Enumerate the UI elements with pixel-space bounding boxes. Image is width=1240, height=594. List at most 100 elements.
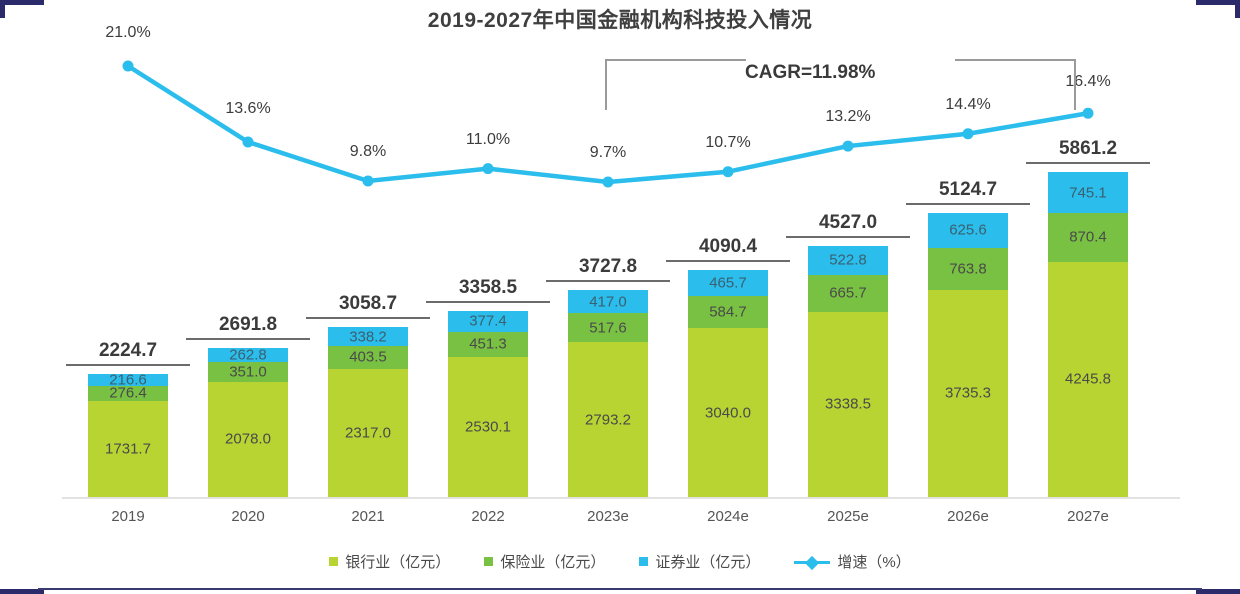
bar-2025e[interactable]: 4527.0 522.8 665.7 3338.5	[786, 212, 910, 497]
bar-segment-bank[interactable]: 2793.2	[568, 342, 648, 497]
bar-segment-ins[interactable]: 763.8	[928, 247, 1008, 290]
growth-label-2026e: 14.4%	[945, 95, 991, 113]
segment-value-label: 262.8	[229, 346, 267, 364]
bar-segment-sec[interactable]: 262.8	[208, 346, 288, 364]
growth-point-2019[interactable]	[122, 60, 134, 72]
bar-2027e[interactable]: 5861.2 745.1 870.4 4245.8	[1026, 138, 1150, 497]
growth-point-2021[interactable]	[362, 175, 374, 187]
bar-segment-bank[interactable]: 4245.8	[1048, 261, 1128, 497]
segment-value-label: 465.7	[709, 274, 747, 292]
segment-value-label: 2530.1	[465, 418, 511, 436]
bottom-rule	[38, 588, 1202, 590]
legend-item-3[interactable]: 增速（%）	[794, 551, 911, 572]
segment-value-label: 338.2	[349, 328, 387, 346]
bar-segment-ins[interactable]: 276.4	[88, 384, 168, 402]
frame-corner-top-left	[0, 0, 44, 5]
bar-segment-sec[interactable]: 216.6	[88, 371, 168, 389]
bar-segment-ins[interactable]: 870.4	[1048, 213, 1128, 262]
bar-segment-ins[interactable]: 403.5	[328, 346, 408, 369]
bar-2024e[interactable]: 4090.4 465.7 584.7 3040.0	[666, 236, 790, 497]
bar-total-label: 2691.8	[186, 314, 310, 340]
chart-title: 2019-2027年中国金融机构科技投入情况	[427, 9, 813, 32]
bar-total-label: 3058.7	[306, 293, 430, 320]
segment-value-label: 451.3	[469, 335, 507, 353]
segment-value-label: 522.8	[829, 251, 867, 269]
legend-item-2[interactable]: 证券业（亿元）	[639, 551, 760, 572]
bar-total-label: 4527.0	[786, 212, 910, 238]
bar-2019[interactable]: 2224.7 216.6 276.4 1731.7	[66, 340, 190, 497]
bar-segment-ins[interactable]: 451.3	[448, 331, 528, 357]
segment-value-label: 763.8	[949, 260, 987, 278]
growth-label-2027e: 16.4%	[1065, 73, 1111, 91]
chart-legend: 银行业（亿元） 保险业（亿元） 证券业（亿元） 增速（%）	[0, 551, 1240, 572]
frame-edge-right	[1235, 0, 1240, 18]
legend-label: 证券业（亿元）	[655, 554, 761, 571]
bar-2026e[interactable]: 5124.7 625.6 763.8 3735.3	[906, 179, 1030, 497]
growth-point-2023e[interactable]	[602, 176, 614, 188]
x-label-2026e: 2026e	[947, 508, 989, 525]
segment-value-label: 3338.5	[825, 395, 871, 413]
bar-2022[interactable]: 3358.5 377.4 451.3 2530.1	[426, 277, 550, 497]
segment-value-label: 745.1	[1069, 184, 1107, 202]
bar-2021[interactable]: 3058.7 338.2 403.5 2317.0	[306, 293, 430, 497]
legend-label: 保险业（亿元）	[500, 554, 606, 571]
bar-segment-sec[interactable]: 338.2	[328, 327, 408, 347]
x-label-2025e: 2025e	[827, 508, 869, 525]
growth-point-2025e[interactable]	[842, 140, 854, 152]
x-label-2021: 2021	[351, 508, 385, 525]
bar-segment-sec[interactable]: 377.4	[448, 310, 528, 332]
segment-value-label: 4245.8	[1065, 370, 1111, 388]
bar-segment-bank[interactable]: 3040.0	[688, 328, 768, 497]
segment-value-label: 3735.3	[945, 384, 991, 402]
legend-item-0[interactable]: 银行业（亿元）	[329, 551, 450, 572]
segment-value-label: 216.6	[109, 371, 147, 389]
legend-swatch-icon	[639, 557, 649, 566]
segment-value-label: 584.7	[709, 303, 747, 321]
bar-total-label: 5124.7	[906, 179, 1030, 205]
bar-segment-bank[interactable]: 3338.5	[808, 311, 888, 497]
segment-value-label: 2078.0	[225, 430, 271, 448]
growth-point-2026e[interactable]	[962, 128, 974, 140]
segment-value-label: 2793.2	[585, 411, 631, 429]
growth-label-2021: 9.8%	[349, 142, 387, 160]
growth-point-2027e[interactable]	[1082, 107, 1094, 119]
x-label-2020: 2020	[231, 508, 265, 525]
bar-segment-bank[interactable]: 2078.0	[208, 381, 288, 497]
bar-segment-bank[interactable]: 2317.0	[328, 368, 408, 497]
bar-segment-sec[interactable]: 465.7	[688, 270, 768, 297]
bar-segment-ins[interactable]: 584.7	[688, 296, 768, 329]
segment-value-label: 276.4	[109, 384, 147, 402]
bar-segment-sec[interactable]: 745.1	[1048, 172, 1128, 214]
bar-segment-sec[interactable]: 522.8	[808, 246, 888, 275]
legend-item-1[interactable]: 保险业（亿元）	[484, 551, 605, 572]
bar-segment-bank[interactable]: 1731.7	[88, 400, 168, 497]
bar-segment-ins[interactable]: 351.0	[208, 362, 288, 382]
x-axis-line	[62, 497, 1180, 499]
growth-label-2024e: 10.7%	[705, 133, 751, 151]
growth-label-2023e: 9.7%	[589, 144, 627, 161]
growth-label-2025e: 13.2%	[825, 108, 871, 126]
bar-segment-bank[interactable]: 2530.1	[448, 356, 528, 497]
growth-point-2024e[interactable]	[722, 166, 734, 178]
legend-label: 银行业（亿元）	[345, 554, 451, 571]
frame-corner-bottom-left	[0, 589, 44, 594]
segment-value-label: 665.7	[829, 284, 867, 302]
growth-label-2020: 13.6%	[225, 99, 271, 117]
bar-segment-sec[interactable]: 417.0	[568, 290, 648, 314]
segment-value-label: 870.4	[1069, 228, 1107, 246]
bar-segment-sec[interactable]: 625.6	[928, 212, 1008, 248]
bar-segment-ins[interactable]: 517.6	[568, 313, 648, 343]
bar-total-label: 5861.2	[1026, 138, 1150, 164]
bar-segment-ins[interactable]: 665.7	[808, 274, 888, 312]
bar-segment-bank[interactable]: 3735.3	[928, 289, 1008, 497]
cagr-bracket-path	[605, 59, 1076, 110]
segment-value-label: 3040.0	[705, 404, 751, 422]
growth-label-2019: 21.0%	[105, 24, 151, 41]
bar-2023e[interactable]: 3727.8 417.0 517.6 2793.2	[546, 256, 670, 497]
segment-value-label: 625.6	[949, 221, 987, 239]
segment-value-label: 1731.7	[105, 440, 151, 458]
growth-point-2020[interactable]	[242, 136, 254, 148]
growth-point-2022[interactable]	[482, 163, 494, 175]
bar-2020[interactable]: 2691.8 262.8 351.0 2078.0	[186, 314, 310, 497]
